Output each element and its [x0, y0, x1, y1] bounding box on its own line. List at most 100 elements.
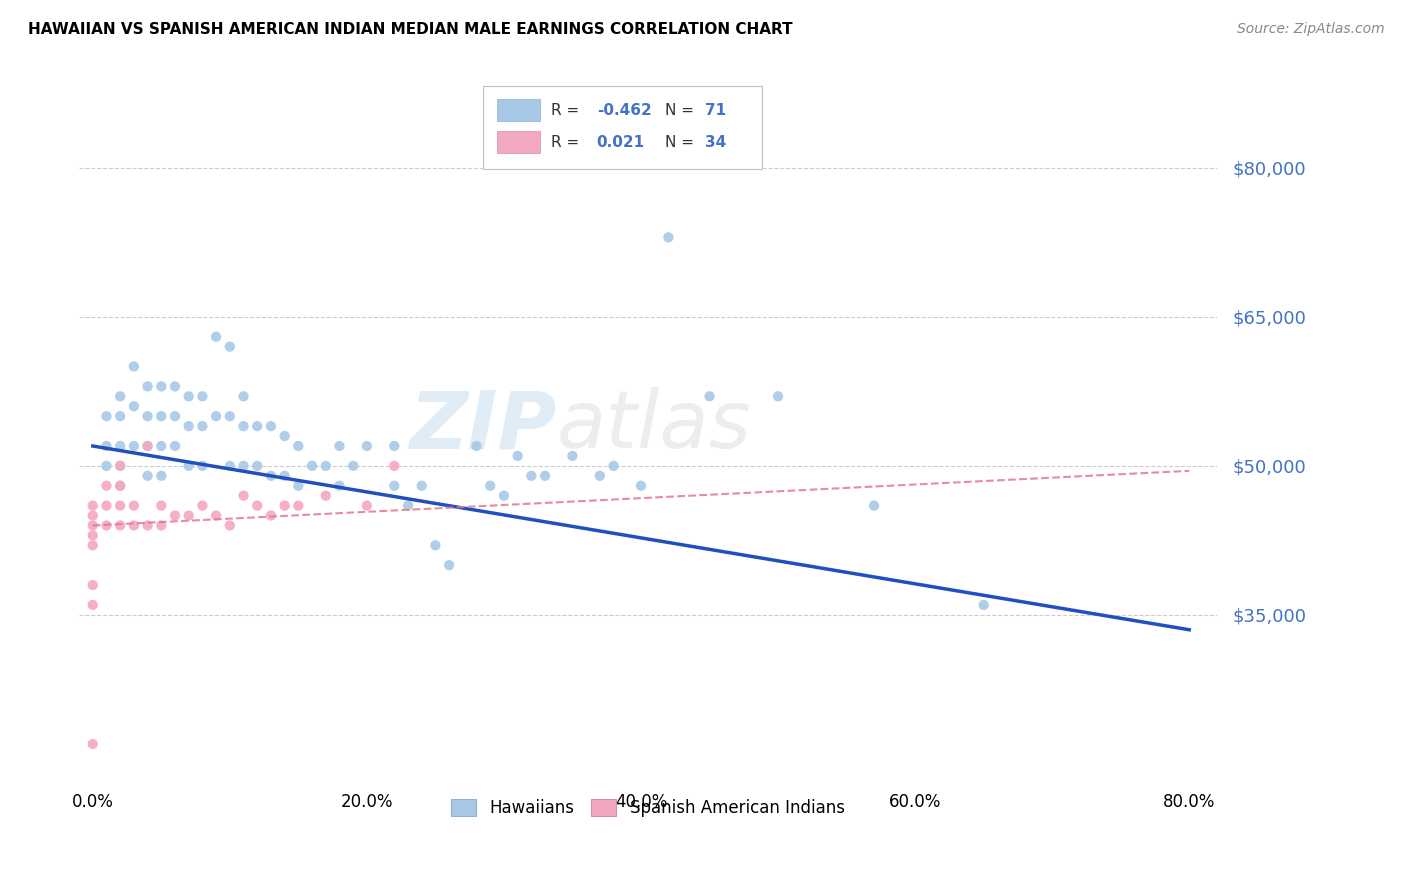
- Point: [260, 419, 283, 434]
- Point: [396, 499, 419, 513]
- Point: [425, 538, 447, 552]
- Point: [108, 409, 131, 424]
- Point: [191, 458, 214, 473]
- Point: [232, 389, 254, 403]
- Point: [108, 499, 131, 513]
- Point: [108, 458, 131, 473]
- Point: [191, 499, 214, 513]
- Point: [232, 489, 254, 503]
- Point: [191, 419, 214, 434]
- Point: [287, 479, 309, 493]
- Point: [96, 439, 118, 453]
- Point: [108, 389, 131, 403]
- Point: [342, 458, 364, 473]
- Text: ZIP: ZIP: [409, 387, 557, 465]
- Point: [150, 499, 173, 513]
- Legend: Hawaiians, Spanish American Indians: Hawaiians, Spanish American Indians: [443, 790, 853, 825]
- Point: [108, 439, 131, 453]
- Point: [218, 340, 240, 354]
- Point: [382, 439, 405, 453]
- Point: [232, 419, 254, 434]
- Point: [699, 389, 721, 403]
- Point: [520, 468, 543, 483]
- Point: [602, 458, 624, 473]
- Point: [150, 379, 173, 393]
- Point: [205, 409, 228, 424]
- Point: [382, 479, 405, 493]
- Point: [150, 518, 173, 533]
- Point: [96, 409, 118, 424]
- Point: [287, 499, 309, 513]
- Point: [108, 458, 131, 473]
- Point: [82, 578, 104, 592]
- Text: N =: N =: [665, 103, 699, 118]
- Text: R =: R =: [551, 135, 585, 150]
- Point: [122, 399, 145, 413]
- Point: [657, 230, 679, 244]
- Point: [437, 558, 460, 573]
- Point: [108, 479, 131, 493]
- Point: [136, 439, 159, 453]
- Point: [150, 468, 173, 483]
- Point: [506, 449, 529, 463]
- Point: [218, 409, 240, 424]
- Point: [273, 499, 295, 513]
- Text: 34: 34: [704, 135, 725, 150]
- Point: [136, 518, 159, 533]
- FancyBboxPatch shape: [496, 131, 540, 153]
- Text: N =: N =: [665, 135, 699, 150]
- Point: [96, 479, 118, 493]
- Point: [561, 449, 583, 463]
- Point: [973, 598, 995, 612]
- Point: [122, 499, 145, 513]
- Point: [191, 389, 214, 403]
- Point: [356, 499, 378, 513]
- Point: [177, 458, 200, 473]
- Point: [465, 439, 488, 453]
- Text: -0.462: -0.462: [596, 103, 651, 118]
- Text: 71: 71: [704, 103, 725, 118]
- Point: [492, 489, 515, 503]
- Point: [82, 518, 104, 533]
- Point: [82, 737, 104, 751]
- Point: [163, 379, 186, 393]
- Point: [534, 468, 557, 483]
- Point: [766, 389, 789, 403]
- Point: [630, 479, 652, 493]
- Point: [328, 439, 350, 453]
- Point: [260, 508, 283, 523]
- Point: [122, 518, 145, 533]
- Point: [108, 518, 131, 533]
- Point: [136, 468, 159, 483]
- Text: atlas: atlas: [557, 387, 752, 465]
- Point: [82, 538, 104, 552]
- FancyBboxPatch shape: [482, 87, 762, 169]
- Point: [177, 419, 200, 434]
- Point: [863, 499, 886, 513]
- Point: [232, 458, 254, 473]
- Text: Source: ZipAtlas.com: Source: ZipAtlas.com: [1237, 22, 1385, 37]
- Point: [163, 508, 186, 523]
- Point: [301, 458, 323, 473]
- Point: [315, 489, 337, 503]
- Point: [315, 458, 337, 473]
- Point: [287, 439, 309, 453]
- Text: R =: R =: [551, 103, 585, 118]
- Point: [177, 508, 200, 523]
- Point: [82, 499, 104, 513]
- Text: 0.021: 0.021: [596, 135, 645, 150]
- Point: [177, 389, 200, 403]
- Point: [163, 439, 186, 453]
- Point: [136, 379, 159, 393]
- Point: [136, 409, 159, 424]
- Point: [273, 468, 295, 483]
- Point: [218, 458, 240, 473]
- Point: [246, 458, 269, 473]
- Point: [122, 439, 145, 453]
- Point: [273, 429, 295, 443]
- Point: [150, 409, 173, 424]
- Point: [260, 468, 283, 483]
- FancyBboxPatch shape: [496, 99, 540, 120]
- Point: [108, 479, 131, 493]
- Point: [82, 508, 104, 523]
